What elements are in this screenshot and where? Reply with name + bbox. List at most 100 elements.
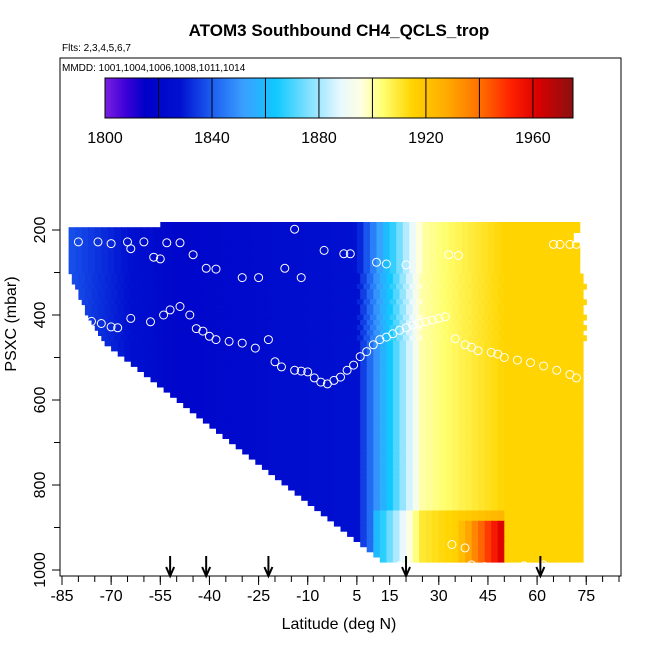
heatmap-cell — [438, 495, 446, 501]
sample-circle — [149, 540, 159, 549]
heatmap-cell — [504, 309, 512, 316]
heatmap-cell — [235, 278, 243, 285]
heatmap-cell — [242, 289, 250, 295]
heatmap-cell — [504, 289, 512, 295]
heatmap-cell — [419, 350, 427, 357]
heatmap-cell — [261, 397, 270, 403]
heatmap-cell — [524, 392, 532, 398]
heatmap-cell — [445, 350, 453, 357]
heatmap-cell — [356, 242, 365, 249]
heatmap-cell — [320, 428, 328, 434]
heatmap-cell — [311, 314, 319, 321]
heatmap-cell — [432, 510, 440, 517]
heatmap-cell — [255, 289, 263, 295]
heatmap-cell — [379, 510, 387, 517]
heatmap-cell — [327, 484, 335, 491]
heatmap-cell — [216, 371, 224, 378]
heatmap-cell — [412, 531, 420, 537]
heatmap-cell — [307, 500, 315, 506]
heatmap-cell — [317, 268, 325, 275]
heatmap-cell — [481, 237, 489, 244]
heatmap-cell — [261, 459, 270, 465]
heatmap-cell — [455, 252, 463, 259]
heatmap-cell — [465, 412, 473, 419]
heatmap-cell — [307, 479, 315, 486]
heatmap-cell — [514, 299, 522, 306]
heatmap-cell — [458, 381, 466, 388]
heatmap-cell — [360, 459, 368, 465]
heatmap-cell — [458, 505, 466, 512]
heatmap-cell — [415, 237, 424, 244]
heatmap-cell — [356, 299, 365, 306]
heatmap-cell — [573, 283, 581, 290]
heatmap-cell — [71, 273, 79, 280]
heatmap-cell — [471, 505, 479, 512]
heatmap-cell — [209, 340, 217, 347]
heatmap-cell — [556, 495, 564, 501]
heatmap-cell — [487, 325, 496, 331]
heatmap-cell — [517, 438, 525, 445]
sample-circle — [100, 542, 110, 552]
heatmap-cell — [356, 252, 365, 259]
heatmap-cell — [314, 350, 322, 357]
heatmap-cell — [216, 330, 224, 336]
heatmap-cell — [484, 355, 492, 362]
heatmap-cell — [288, 464, 296, 470]
heatmap-cell — [209, 392, 217, 398]
heatmap-cell — [465, 474, 473, 481]
heatmap-cell — [504, 515, 512, 522]
heatmap-cell — [347, 350, 355, 357]
sample-circle — [296, 273, 306, 283]
heatmap-cell — [170, 330, 178, 336]
heatmap-cell — [153, 268, 161, 275]
heatmap-cell — [327, 438, 335, 445]
heatmap-cell — [248, 428, 256, 434]
heatmap-cell — [317, 314, 325, 321]
heatmap-cell — [320, 273, 328, 280]
heatmap-cell — [183, 273, 191, 280]
heatmap-cell — [412, 459, 420, 465]
heatmap-cell — [399, 407, 407, 414]
heatmap-cell — [487, 252, 496, 259]
heatmap-cell — [573, 299, 581, 306]
heatmap-cell — [520, 252, 528, 259]
heatmap-cell — [127, 263, 135, 269]
heatmap-cell — [478, 355, 486, 362]
heatmap-cell — [471, 474, 479, 481]
heatmap-cell — [537, 361, 545, 367]
heatmap-cell — [143, 289, 152, 295]
heatmap-cell — [297, 237, 306, 244]
heatmap-cell — [275, 376, 283, 383]
heatmap-cell — [504, 294, 512, 300]
heatmap-cell — [281, 319, 289, 326]
heatmap-cell — [320, 392, 328, 398]
heatmap-cell — [216, 381, 224, 388]
heatmap-cell — [343, 258, 351, 264]
heatmap-cell — [307, 361, 315, 367]
heatmap-cell — [235, 402, 243, 409]
heatmap-cell — [294, 464, 302, 470]
heatmap-cell — [425, 355, 433, 362]
heatmap-cell — [510, 371, 519, 378]
heatmap-cell — [550, 407, 558, 414]
heatmap-cell — [556, 345, 564, 352]
heatmap-cell — [478, 376, 486, 383]
heatmap-cell — [537, 469, 545, 476]
heatmap-cell — [438, 479, 446, 486]
heatmap-cell — [550, 520, 558, 527]
heatmap-cell — [563, 448, 571, 455]
heatmap-cell — [360, 422, 368, 429]
heatmap-cell — [196, 319, 204, 326]
heatmap-cell — [366, 433, 374, 439]
heatmap-cell — [245, 252, 253, 259]
x-tick-label: -55 — [149, 588, 172, 605]
heatmap-cell — [153, 258, 161, 264]
heatmap-cell — [406, 345, 414, 352]
heatmap-cell — [320, 309, 328, 316]
heatmap-cell — [543, 294, 551, 300]
heatmap-cell — [311, 325, 319, 331]
heatmap-cell — [396, 227, 404, 233]
heatmap-cell — [327, 294, 335, 300]
heatmap-cell — [412, 402, 420, 409]
heatmap-cell — [402, 237, 410, 244]
